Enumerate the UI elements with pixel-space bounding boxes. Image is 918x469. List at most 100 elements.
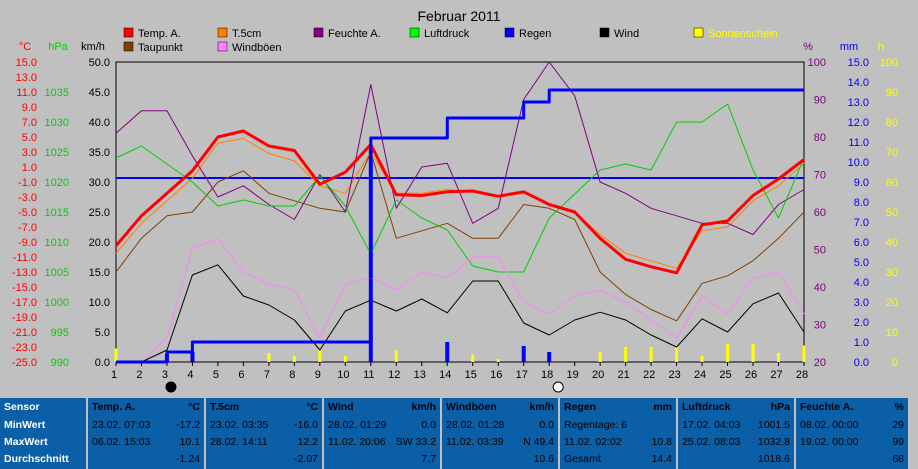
pressure-tick-label: 1025 bbox=[45, 147, 69, 159]
stats-row: 1018.6 bbox=[678, 451, 794, 468]
legend-swatch bbox=[693, 27, 704, 38]
stats-row: -2.07 bbox=[206, 451, 322, 468]
stats-cell-label: 11.02. 02:02 bbox=[564, 436, 622, 448]
wind-tick-label: 15.0 bbox=[89, 267, 110, 279]
stats-row: 11.02. 02:02 10.8 bbox=[560, 434, 676, 451]
rain-tick-label: 12.0 bbox=[848, 117, 869, 129]
stats-row: 19.02. 00:00 99 bbox=[796, 434, 908, 451]
legend-label: Luftdruck bbox=[424, 28, 470, 40]
stats-cell-value: 29 bbox=[892, 419, 904, 431]
rain-bar bbox=[521, 346, 526, 362]
temp-tick-label: -19.0 bbox=[12, 312, 37, 324]
stats-cell-label: 23.02. 07:03 bbox=[92, 419, 151, 431]
new-moon-icon bbox=[165, 381, 177, 393]
rain-tick-label: 3.0 bbox=[854, 297, 869, 309]
plot-area bbox=[115, 61, 805, 363]
stats-cell-label: 11.02. 20:06 bbox=[328, 436, 386, 448]
series-line bbox=[115, 103, 805, 273]
stats-cell-label: 28.02. 01:29 bbox=[328, 419, 387, 431]
temp-axis-unit: °C bbox=[19, 41, 31, 53]
stats-cell-label: Windböen bbox=[446, 401, 497, 413]
rain-tick-label: 9.0 bbox=[854, 177, 869, 189]
x-tick-label: 9 bbox=[315, 369, 321, 381]
x-tick-label: 14 bbox=[439, 369, 451, 381]
legend-swatch bbox=[409, 27, 420, 38]
stats-row: 10.6 bbox=[442, 451, 558, 468]
stats-label-max: MaxWert bbox=[4, 436, 48, 448]
stats-header: Regen mm bbox=[560, 398, 676, 417]
rain-tick-label: 2.0 bbox=[854, 317, 869, 329]
stats-cell-label: 25.02. 08:03 bbox=[682, 436, 741, 448]
sun-tick-label: 20 bbox=[886, 297, 898, 309]
rain-axis-unit: mm bbox=[840, 41, 858, 53]
series-line bbox=[116, 88, 804, 364]
stats-cell-value: hPa bbox=[770, 401, 790, 413]
temp-tick-label: -5.0 bbox=[18, 207, 37, 219]
stats-row: 23.02. 07:03 -17.2 bbox=[88, 417, 204, 434]
x-tick-label: 23 bbox=[668, 369, 680, 381]
stats-cell-value: 99 bbox=[892, 436, 904, 448]
temp-tick-label: 5.0 bbox=[22, 132, 37, 144]
stats-row: Regentage: 6 bbox=[560, 417, 676, 434]
stats-cell-value: 0.0 bbox=[421, 419, 436, 431]
temp-tick-label: -23.0 bbox=[12, 342, 37, 354]
rain-tick-label: 14.0 bbox=[848, 77, 869, 89]
stats-cell-value: -17.2 bbox=[176, 419, 200, 431]
temp-tick-label: -15.0 bbox=[12, 282, 37, 294]
sun-tick-label: 100 bbox=[880, 57, 898, 69]
weather-chart: Februar 2011 Temp. A. T.5cm Feuchte A. Luftd… bbox=[12, 8, 898, 393]
legend-swatch bbox=[123, 41, 134, 52]
stats-cell-value: 12.2 bbox=[297, 436, 318, 448]
sun-bar bbox=[726, 344, 730, 362]
legend-label: Windböen bbox=[232, 42, 282, 54]
humidity-tick-label: 70 bbox=[814, 170, 826, 182]
stats-cell-value: 10.8 bbox=[651, 436, 672, 448]
stats-cell-label: 28.02. 01:28 bbox=[446, 419, 505, 431]
temp-tick-label: -3.0 bbox=[18, 192, 37, 204]
x-tick-label: 25 bbox=[719, 369, 731, 381]
rain-tick-label: 1.0 bbox=[854, 337, 869, 349]
stats-cell-label: 17.02. 04:03 bbox=[682, 419, 741, 431]
sun-bar bbox=[675, 347, 679, 362]
humidity-tick-label: 100 bbox=[808, 57, 826, 69]
x-tick-label: 8 bbox=[289, 369, 295, 381]
stats-cell-label: Luftdruck bbox=[682, 401, 731, 413]
rain-tick-label: 8.0 bbox=[854, 197, 869, 209]
stats-cell-value: 68 bbox=[892, 453, 904, 465]
wind-tick-label: 50.0 bbox=[89, 57, 110, 69]
temp-tick-label: -25.0 bbox=[12, 357, 37, 369]
legend-label: Regen bbox=[519, 28, 551, 40]
pressure-tick-label: 1010 bbox=[45, 237, 69, 249]
sun-bar bbox=[318, 350, 322, 362]
x-tick-label: 21 bbox=[618, 369, 630, 381]
sun-axis-unit: h bbox=[878, 41, 884, 53]
sun-tick-label: 10 bbox=[886, 327, 898, 339]
sun-bar bbox=[292, 356, 296, 362]
stats-row: 17.02. 04:03 1001.5 bbox=[678, 417, 794, 434]
wind-tick-label: 45.0 bbox=[89, 87, 110, 99]
stats-cell-label: 28.02. 14:11 bbox=[210, 436, 268, 448]
stats-cell-value: -2.07 bbox=[294, 453, 318, 465]
series-line bbox=[114, 129, 805, 275]
x-tick-label: 10 bbox=[337, 369, 349, 381]
x-tick-label: 28 bbox=[796, 369, 808, 381]
stats-column: Feuchte A.% 08.02. 00:00 29 19.02. 00:00 99 6… bbox=[796, 398, 908, 469]
stats-cell-label: T.5cm bbox=[210, 401, 240, 413]
sun-tick-label: 90 bbox=[886, 87, 898, 99]
pressure-tick-label: 1035 bbox=[45, 87, 69, 99]
stats-cell-label: Temp. A. bbox=[92, 401, 136, 413]
stats-cell-value: 1018.6 bbox=[757, 453, 790, 465]
stats-row: 28.02. 01:28 0.0 bbox=[442, 417, 558, 434]
rain-tick-label: 4.0 bbox=[854, 277, 869, 289]
sun-bar bbox=[114, 348, 118, 362]
temp-tick-label: 15.0 bbox=[16, 57, 37, 69]
stats-row: 28.02. 14:11 12.2 bbox=[206, 434, 322, 451]
stats-column: Wind km/h 28.02. 01:29 0.0 11.02. 20:06 SW 33… bbox=[324, 398, 440, 469]
humidity-tick-label: 20 bbox=[814, 357, 826, 369]
legend-label: Taupunkt bbox=[138, 42, 183, 54]
wind-tick-label: 0.0 bbox=[95, 357, 110, 369]
wind-tick-label: 35.0 bbox=[89, 147, 110, 159]
humidity-tick-label: 80 bbox=[814, 132, 826, 144]
stats-header: Windböen km/h bbox=[442, 398, 558, 417]
sun-bar bbox=[624, 347, 628, 362]
